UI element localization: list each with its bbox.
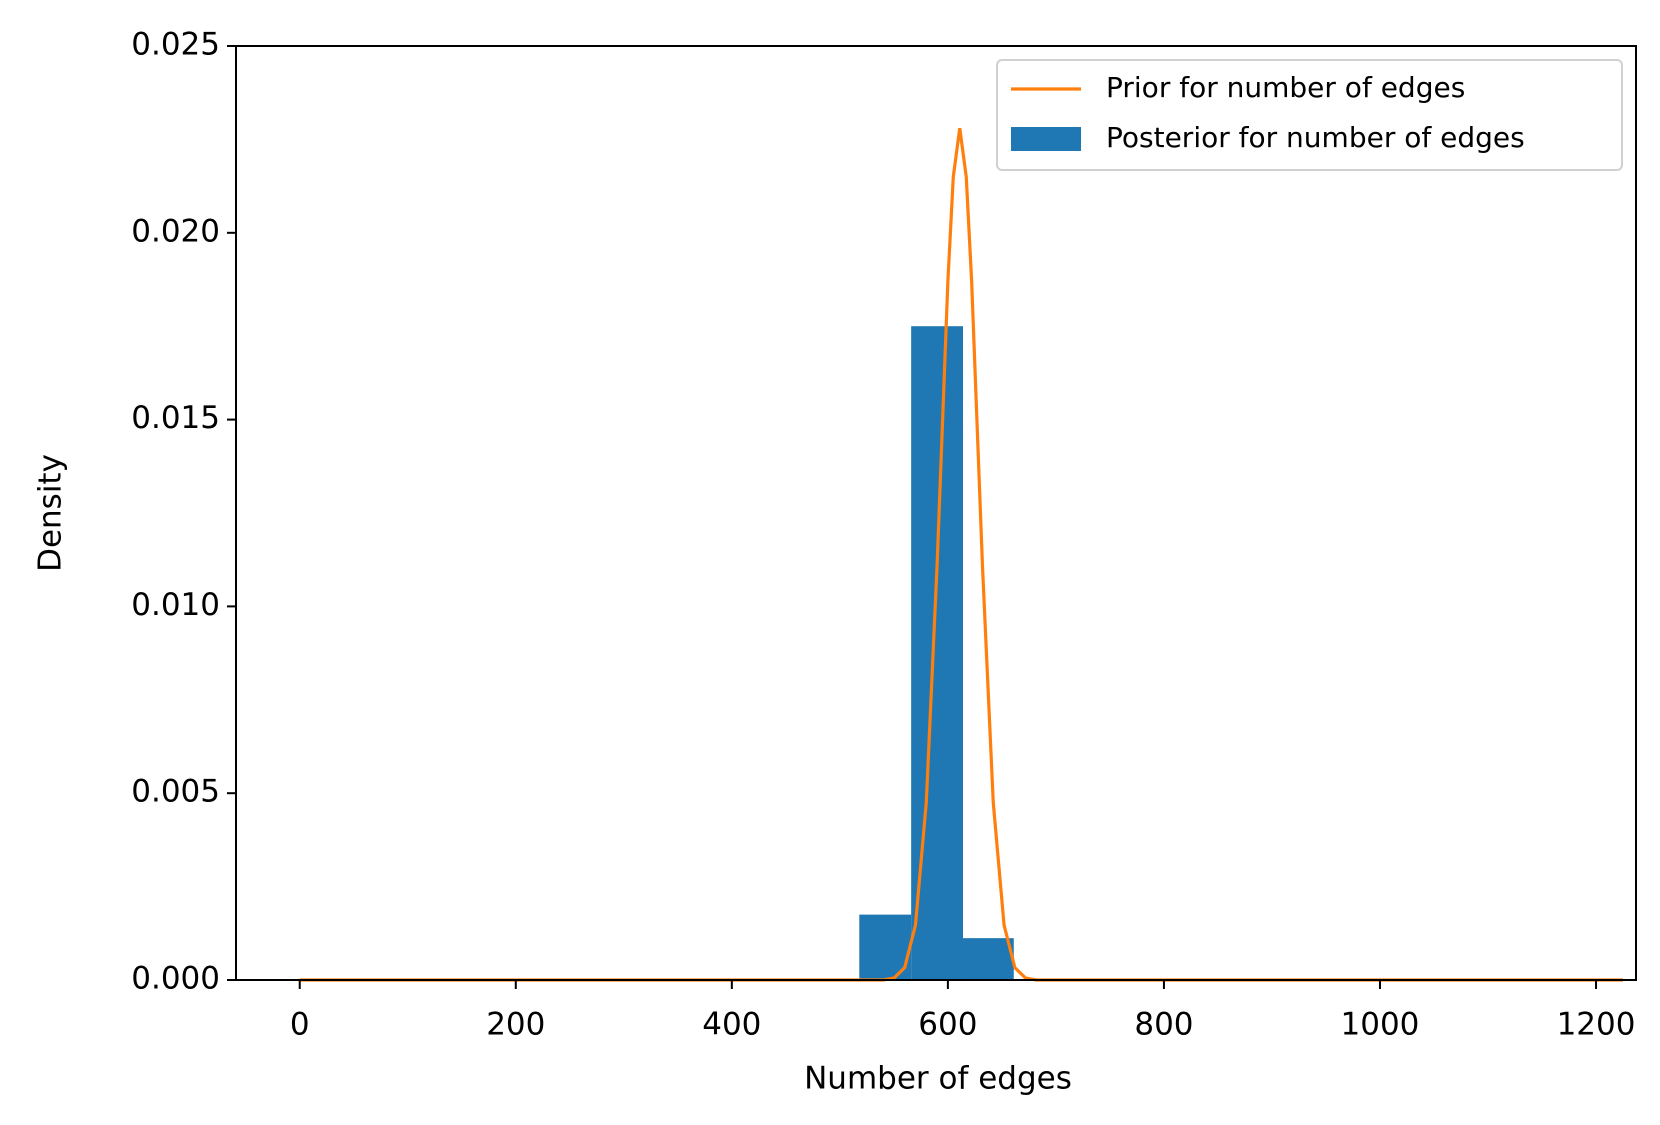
x-axis-label: Number of edges [804, 1061, 1072, 1097]
y-axis-label: Density [33, 454, 69, 572]
x-tick-label: 1000 [1341, 1007, 1420, 1043]
y-tick-label: 0.020 [131, 213, 220, 249]
x-tick-label: 1200 [1557, 1007, 1636, 1043]
y-tick-label: 0.025 [131, 27, 220, 63]
histogram-bar [963, 938, 1014, 980]
legend-swatch [1011, 127, 1081, 151]
y-tick-label: 0.015 [131, 400, 220, 436]
legend-label: Posterior for number of edges [1106, 121, 1525, 154]
x-tick-label: 800 [1134, 1007, 1193, 1043]
x-tick-label: 200 [486, 1007, 545, 1043]
y-tick-label: 0.005 [131, 774, 220, 810]
plot-frame [235, 45, 1637, 981]
prior-line [299, 127, 1624, 982]
y-tick-label: 0.010 [131, 587, 220, 623]
legend: Prior for number of edges Posterior for n… [996, 59, 1623, 171]
x-tick-label: 0 [290, 1007, 310, 1043]
legend-box [996, 59, 1623, 171]
y-tick-label: 0.000 [131, 961, 220, 997]
x-tick-label: 600 [918, 1007, 977, 1043]
x-tick-label: 400 [702, 1007, 761, 1043]
legend-label: Prior for number of edges [1106, 71, 1465, 104]
